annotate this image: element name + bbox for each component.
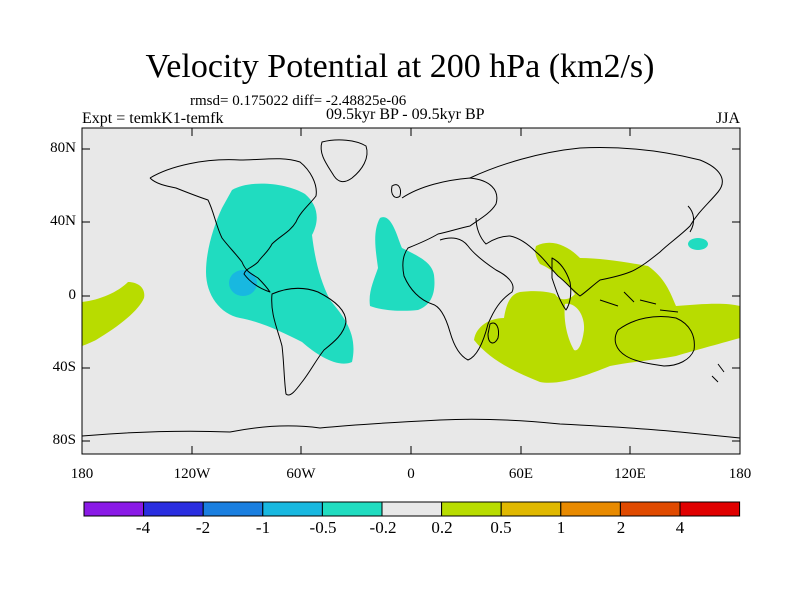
xtick-180e: 180	[728, 466, 752, 482]
ytick-40s: 40S	[52, 359, 76, 375]
colorbar-label: -2	[195, 518, 211, 537]
strong-negative-core	[229, 270, 257, 296]
experiment-label: Expt = temkK1-temfk	[82, 110, 224, 127]
coast-europe-africa	[401, 177, 514, 361]
colorbar-box	[143, 501, 204, 517]
coast-antarctica	[81, 418, 741, 439]
ytick-80s: 80S	[52, 432, 76, 448]
coast-asia	[469, 147, 723, 297]
ytick-80n: 80N	[50, 140, 76, 156]
colorbar-box	[619, 501, 681, 517]
anomaly-layer	[82, 183, 740, 383]
xtick-120e: 120E	[614, 466, 646, 482]
period-label: 09.5kyr BP - 09.5kyr BP	[326, 106, 485, 123]
positive-anomaly-central-pacific	[82, 282, 145, 346]
colorbar-box	[679, 501, 741, 517]
colorbar-label: 2	[616, 518, 626, 537]
axis-ticks	[82, 128, 740, 454]
coast-madagascar	[487, 322, 499, 344]
coast-new-zealand	[711, 363, 725, 383]
coast-uk	[391, 184, 401, 199]
colorbar-box	[321, 501, 383, 517]
coast-japan	[687, 205, 695, 233]
colorbar-box	[381, 501, 443, 517]
colorbar-box	[560, 501, 621, 517]
ytick-0: 0	[68, 287, 77, 303]
xtick-60w: 60W	[286, 466, 316, 482]
negative-anomaly-americas	[206, 183, 354, 364]
neutral-gap-indian-ocean	[564, 303, 585, 351]
colorbar-label: 4	[675, 518, 685, 537]
colorbar-label: -1	[255, 518, 271, 537]
coast-india	[551, 257, 572, 311]
coast-greenland	[320, 139, 368, 183]
colorbar-box	[500, 501, 562, 517]
stats-label: rmsd= 0.175022 diff= -2.48825e-06	[190, 93, 407, 109]
xtick-60e: 60E	[508, 466, 534, 482]
negative-anomaly-atlantic	[369, 217, 435, 311]
colorbar-box	[83, 501, 145, 517]
coast-australia	[614, 316, 695, 367]
colorbar-box	[441, 501, 502, 517]
colorbar-label: 0.2	[431, 518, 453, 537]
ytick-40n: 40N	[50, 213, 76, 229]
map-title: Velocity Potential at 200 hPa (km2/s)	[145, 48, 655, 85]
xtick-0: 0	[407, 466, 415, 482]
colorbar-box	[202, 501, 264, 517]
colorbar-box	[262, 501, 323, 517]
colorbar-label: 1	[556, 518, 566, 537]
coast-south-america	[271, 287, 347, 396]
season-label: JJA	[716, 110, 741, 127]
xtick-180w: 180	[70, 466, 94, 482]
colorbar	[83, 501, 741, 517]
colorbar-label: -0.2	[369, 518, 397, 537]
colorbar-label: 0.5	[490, 518, 512, 537]
negative-anomaly-pacific	[688, 238, 708, 250]
colorbar-label: -4	[135, 518, 151, 537]
coast-indonesia	[599, 291, 679, 313]
coastlines	[81, 139, 741, 439]
coast-north-america	[149, 158, 317, 293]
xtick-120w: 120W	[173, 466, 211, 482]
positive-anomaly-indo-pacific	[474, 242, 740, 383]
colorbar-label: -0.5	[309, 518, 337, 537]
